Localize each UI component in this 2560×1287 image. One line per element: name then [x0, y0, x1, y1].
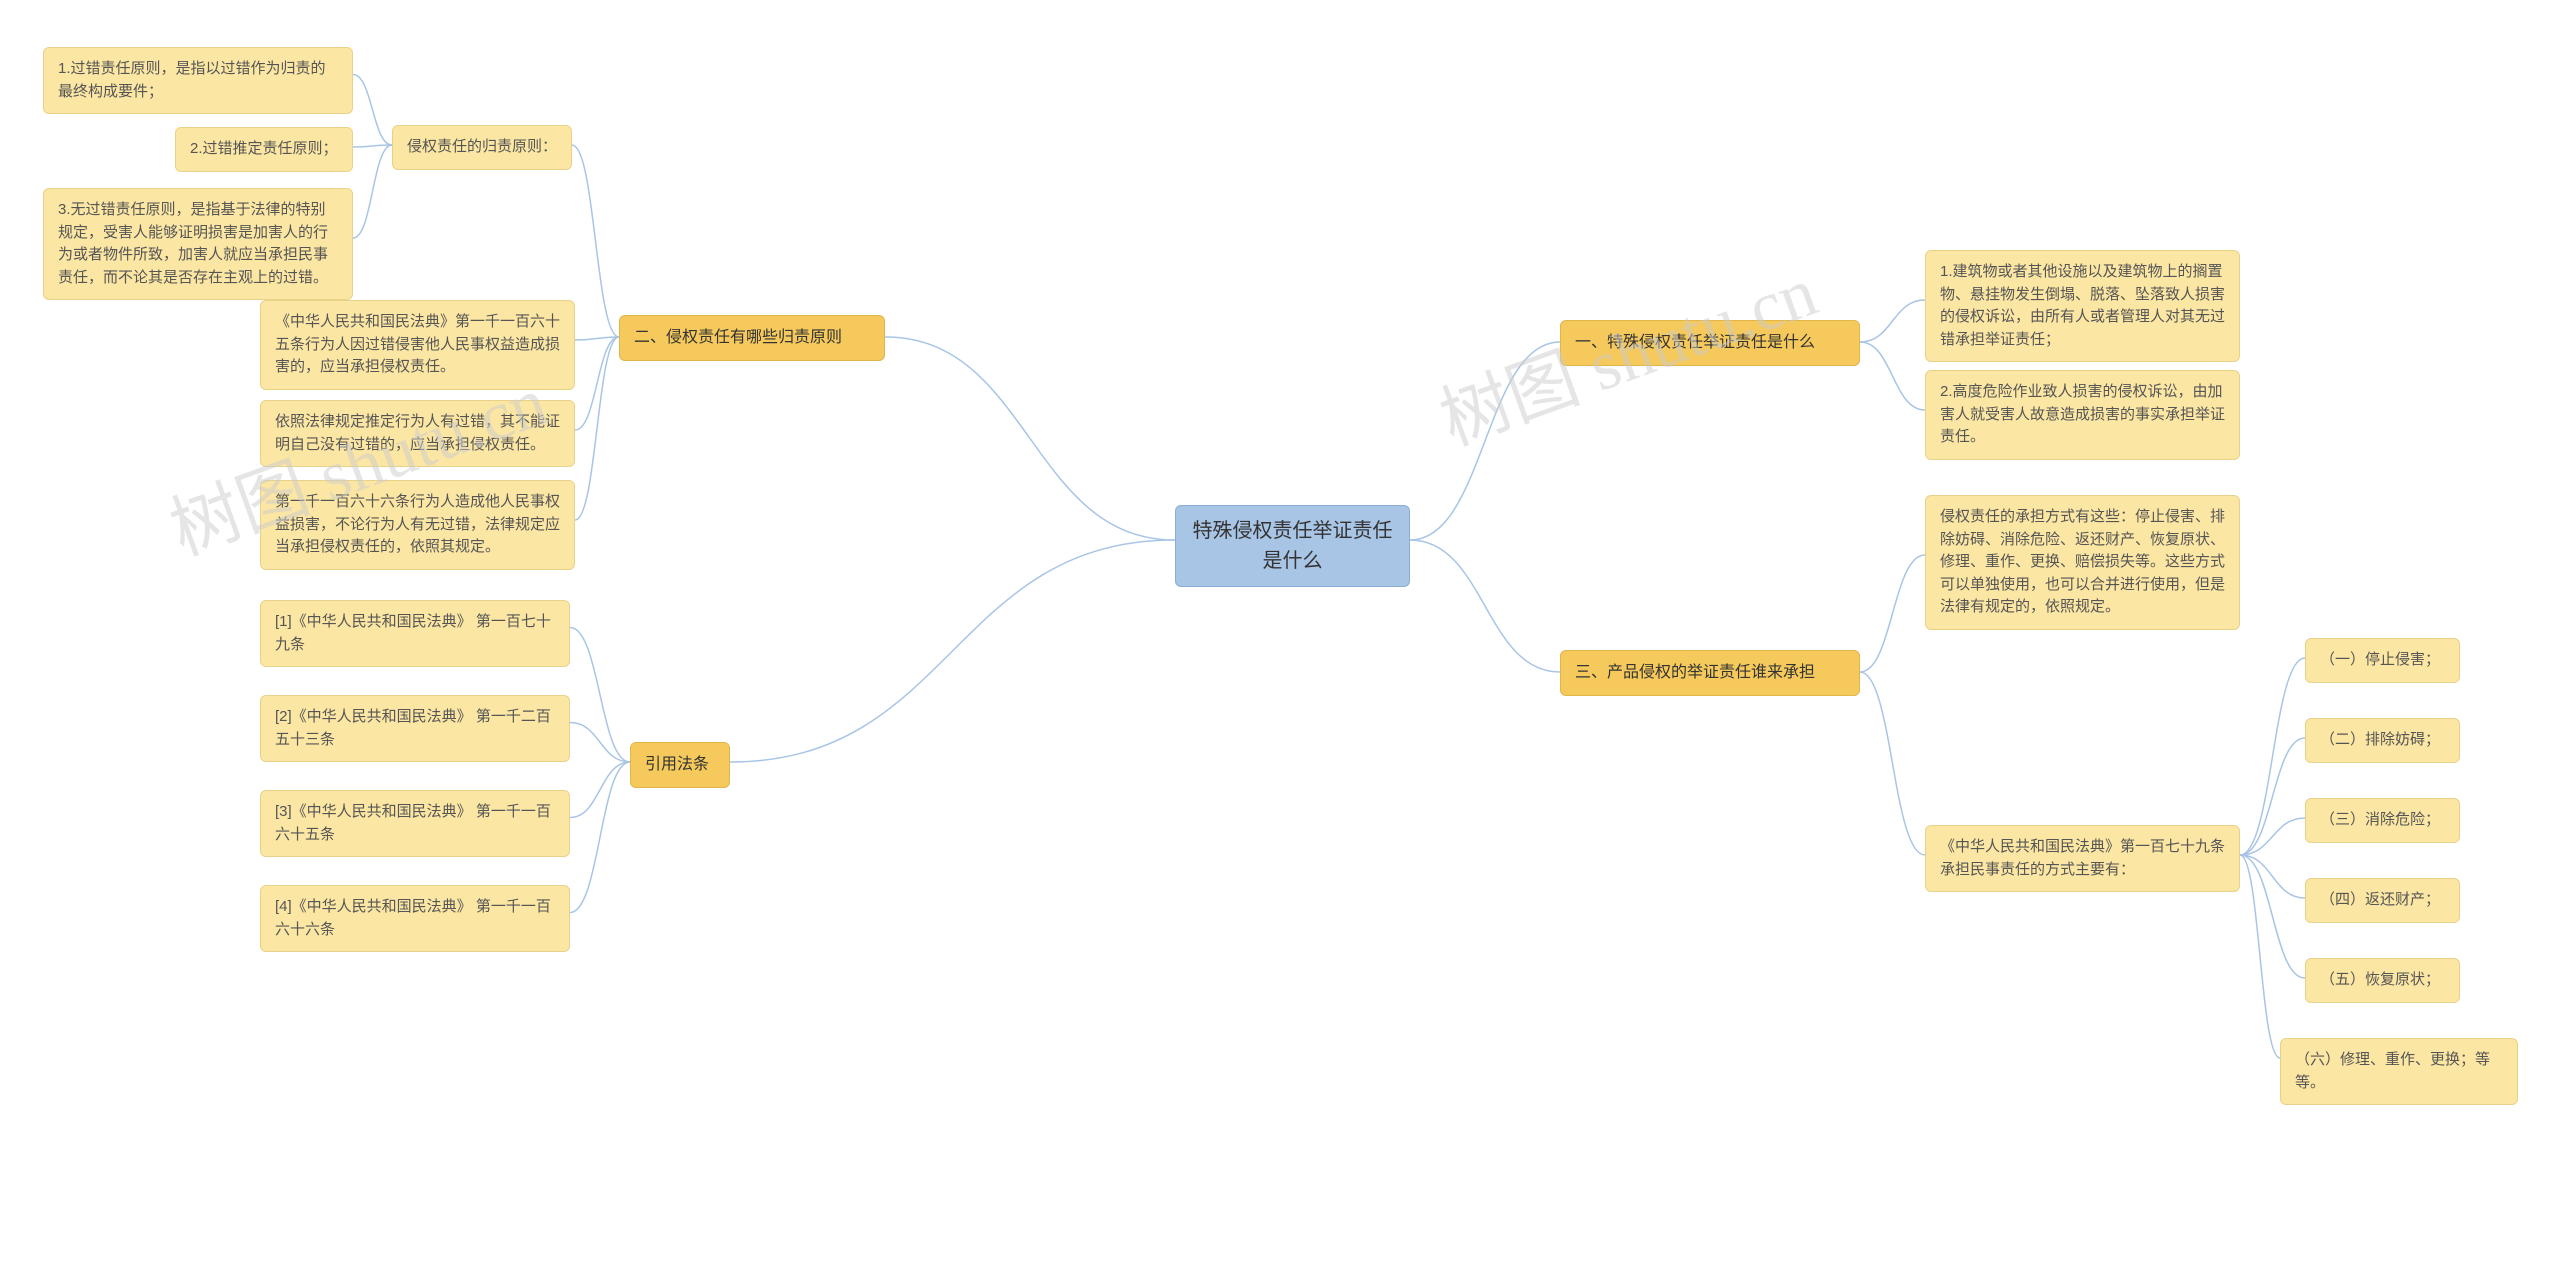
branch-b1: 一、特殊侵权责任举证责任是什么	[1560, 320, 1860, 366]
node-b3c2b: （二）排除妨碍；	[2305, 718, 2460, 763]
branch-b4: 引用法条	[630, 742, 730, 788]
node-b1c1: 1.建筑物或者其他设施以及建筑物上的搁置物、悬挂物发生倒塌、脱落、坠落致人损害的…	[1925, 250, 2240, 362]
node-b4c4: [4]《中华人民共和国民法典》 第一千一百六十六条	[260, 885, 570, 952]
node-b1c2: 2.高度危险作业致人损害的侵权诉讼，由加害人就受害人故意造成损害的事实承担举证责…	[1925, 370, 2240, 460]
node-b3c2d: （四）返还财产；	[2305, 878, 2460, 923]
node-b2c1a: 1.过错责任原则，是指以过错作为归责的最终构成要件；	[43, 47, 353, 114]
node-b2c1: 侵权责任的归责原则：	[392, 125, 572, 170]
node-b3c2e: （五）恢复原状；	[2305, 958, 2460, 1003]
node-b2c1b: 2.过错推定责任原则；	[175, 127, 353, 172]
node-b4c1: [1]《中华人民共和国民法典》 第一百七十九条	[260, 600, 570, 667]
node-b2c2: 《中华人民共和国民法典》第一千一百六十五条行为人因过错侵害他人民事权益造成损害的…	[260, 300, 575, 390]
branch-b2: 二、侵权责任有哪些归责原则	[619, 315, 885, 361]
node-b2c1c: 3.无过错责任原则，是指基于法律的特别规定，受害人能够证明损害是加害人的行为或者…	[43, 188, 353, 300]
root-node: 特殊侵权责任举证责任是什么	[1175, 505, 1410, 587]
node-b2c4: 第一千一百六十六条行为人造成他人民事权益损害，不论行为人有无过错，法律规定应当承…	[260, 480, 575, 570]
node-b4c3: [3]《中华人民共和国民法典》 第一千一百六十五条	[260, 790, 570, 857]
node-b4c2: [2]《中华人民共和国民法典》 第一千二百五十三条	[260, 695, 570, 762]
node-b2c3: 依照法律规定推定行为人有过错，其不能证明自己没有过错的，应当承担侵权责任。	[260, 400, 575, 467]
branch-b3: 三、产品侵权的举证责任谁来承担	[1560, 650, 1860, 696]
node-b3c1: 侵权责任的承担方式有这些：停止侵害、排除妨碍、消除危险、返还财产、恢复原状、修理…	[1925, 495, 2240, 630]
node-b3c2f: （六）修理、重作、更换；等等。	[2280, 1038, 2518, 1105]
node-b3c2c: （三）消除危险；	[2305, 798, 2460, 843]
node-b3c2: 《中华人民共和国民法典》第一百七十九条承担民事责任的方式主要有：	[1925, 825, 2240, 892]
node-b3c2a: （一）停止侵害；	[2305, 638, 2460, 683]
